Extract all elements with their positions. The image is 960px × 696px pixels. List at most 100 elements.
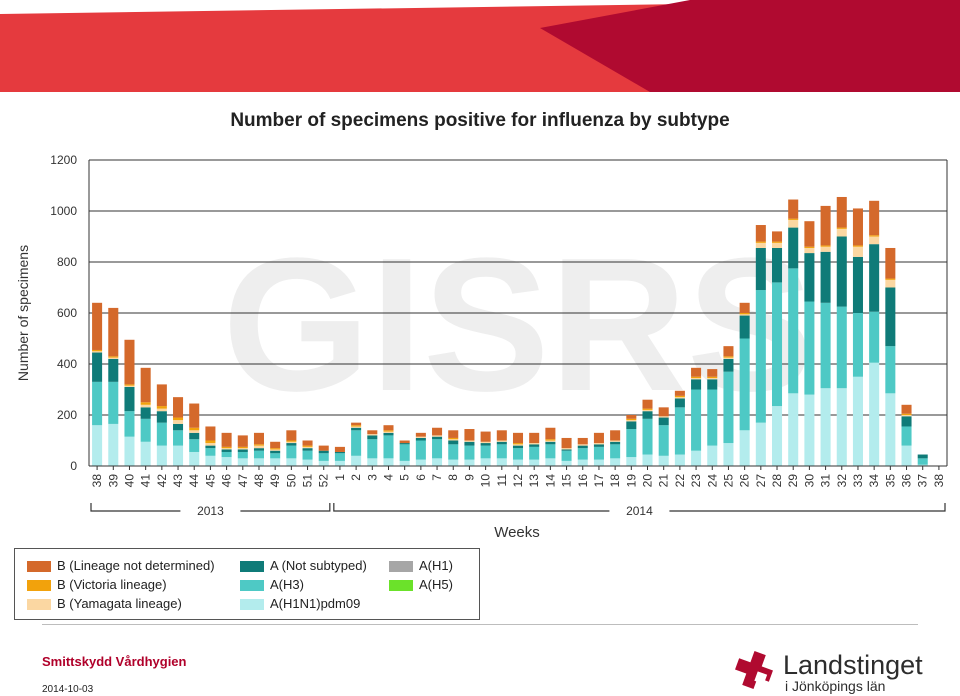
bar-segment (156, 422, 167, 446)
bar-segment (318, 453, 329, 461)
bar-segment (415, 432, 426, 437)
bar-segment (302, 446, 313, 449)
x-tick-label: 50 (284, 474, 298, 488)
bar-segment (124, 386, 135, 412)
bar-segment (691, 367, 702, 377)
bar-segment (108, 307, 119, 357)
bar-segment (788, 393, 799, 466)
legend-item: A(H3) (240, 577, 304, 592)
bar-segment (464, 440, 475, 442)
x-tick-label: 27 (754, 474, 768, 488)
x-tick-label: 9 (462, 474, 476, 481)
year-label: 2014 (626, 504, 653, 518)
year-bracket (90, 503, 331, 512)
bar-segment (642, 409, 653, 412)
legend-label: A(H5) (419, 577, 453, 592)
bar-segment (788, 219, 799, 228)
bar-segment (108, 381, 119, 424)
bar-segment (383, 425, 394, 431)
bar-segment (610, 430, 621, 441)
bar-segment (173, 423, 184, 431)
bar-segment (286, 430, 297, 441)
x-tick-label: 49 (268, 474, 282, 488)
bar-segment (496, 444, 507, 459)
bar-segment (415, 459, 426, 466)
bar-segment (723, 357, 734, 359)
bar-segment (189, 403, 200, 428)
bar-segment (820, 251, 831, 303)
bar-segment (529, 444, 540, 447)
x-tick-label: 17 (592, 474, 606, 488)
x-tick-label: 19 (624, 474, 638, 488)
bar-segment (545, 444, 556, 459)
x-tick-label: 48 (252, 474, 266, 488)
bar-segment (674, 407, 685, 455)
bar-segment (221, 432, 232, 447)
bar-segment (610, 441, 621, 445)
bar-segment (885, 279, 896, 288)
x-tick-label: 29 (786, 474, 800, 488)
x-tick-label: 8 (446, 474, 460, 481)
header-banner (0, 0, 960, 92)
bar-segment (723, 346, 734, 357)
bar-segment (286, 440, 297, 442)
landstinget-logo (735, 651, 773, 689)
bar-segment (804, 221, 815, 247)
legend-swatch (389, 561, 413, 573)
bar-segment (237, 458, 248, 466)
bar-segment (512, 448, 524, 460)
bar-segment (836, 228, 847, 237)
bar-segment (512, 459, 524, 466)
bar-segment (561, 450, 572, 461)
bar-segment (140, 441, 151, 466)
bar-segment (852, 245, 863, 247)
bar-segment (432, 435, 443, 437)
chart-legend: B (Lineage not determined) B (Victoria li… (14, 548, 480, 620)
bar-segment (173, 430, 184, 446)
bar-segment (286, 458, 297, 466)
x-tick-label: 16 (576, 474, 590, 488)
y-tick-label: 1000 (50, 204, 77, 218)
x-tick-label: 38 (932, 474, 946, 488)
bar-segment (448, 459, 459, 466)
bar-segment (626, 420, 637, 422)
bar-segment (286, 445, 297, 459)
bar-segment (545, 440, 556, 442)
bar-segment (351, 427, 362, 431)
bar-segment (253, 450, 264, 459)
logo-name: Landstinget (783, 650, 923, 680)
bar-segment (480, 431, 491, 442)
bar-segment (270, 453, 281, 459)
x-tick-label: 36 (900, 474, 914, 488)
x-tick-label: 22 (673, 474, 687, 488)
bar-segment (156, 411, 167, 423)
bar-segment (512, 443, 524, 445)
bar-segment (545, 427, 556, 440)
bar-segment (691, 379, 702, 390)
bar-segment (577, 445, 588, 449)
bar-segment (286, 443, 297, 446)
bar-segment (448, 444, 459, 460)
bar-segment (302, 450, 313, 460)
bar-segment (885, 346, 896, 394)
bar-segment (270, 448, 281, 450)
legend-label: B (Lineage not determined) (57, 558, 215, 573)
bar-segment (610, 458, 621, 466)
bar-segment (674, 454, 685, 466)
bar-segment (383, 458, 394, 466)
bar-segment (253, 432, 264, 445)
bar-segment (723, 443, 734, 466)
bar-segment (852, 256, 863, 313)
legend-swatch (240, 599, 264, 611)
bar-segment (869, 362, 880, 466)
bar-segment (577, 444, 588, 446)
bar-segment (772, 247, 783, 283)
bar-segment (334, 446, 345, 452)
bar-segment (383, 431, 394, 433)
bar-segment (626, 429, 637, 458)
bar-segment (140, 418, 151, 442)
bar-segment (383, 430, 394, 432)
y-tick-label: 400 (57, 357, 77, 371)
bar-segment (917, 464, 928, 466)
